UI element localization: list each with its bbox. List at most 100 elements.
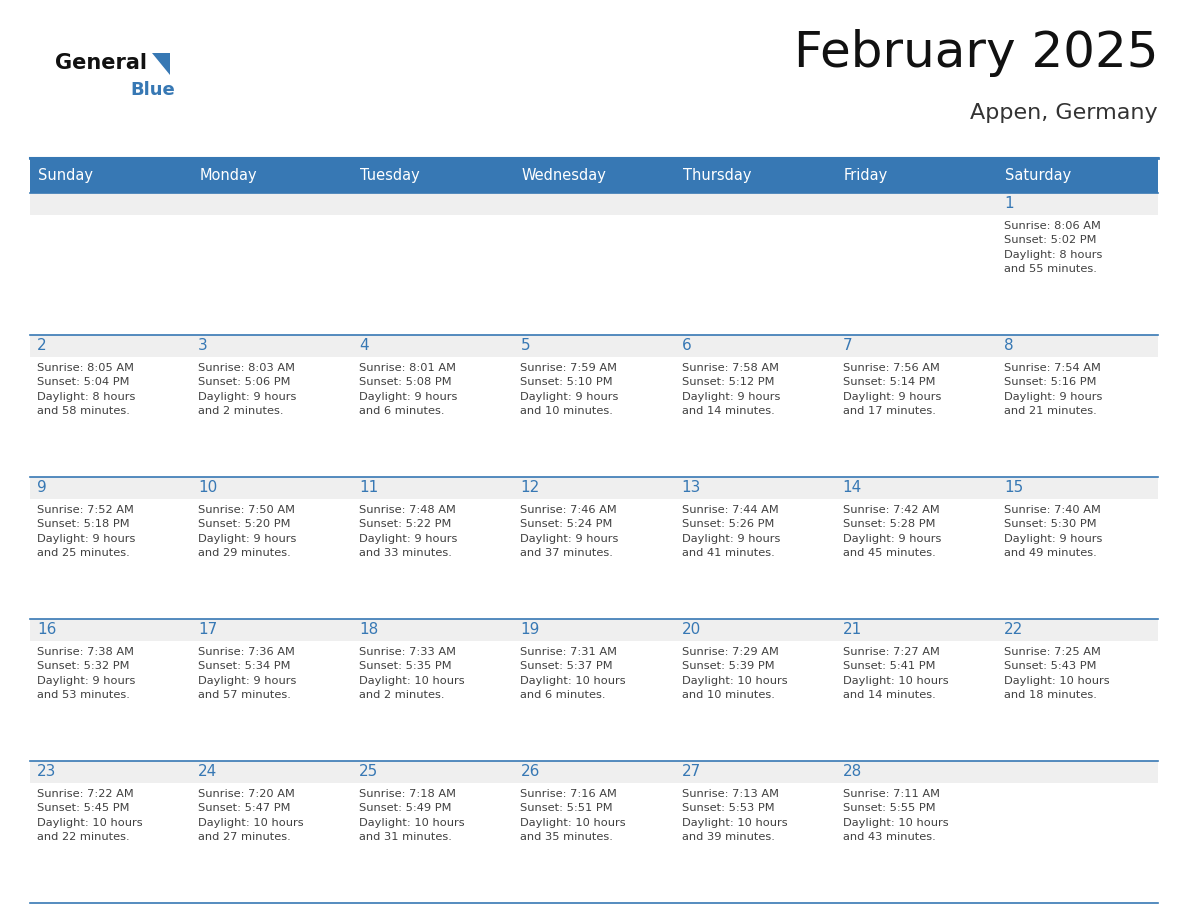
- Text: Sunrise: 7:44 AM
Sunset: 5:26 PM
Daylight: 9 hours
and 41 minutes.: Sunrise: 7:44 AM Sunset: 5:26 PM Dayligh…: [682, 505, 781, 558]
- Text: 4: 4: [359, 339, 369, 353]
- Bar: [675, 783, 835, 903]
- Text: 11: 11: [359, 480, 379, 496]
- Text: 26: 26: [520, 765, 539, 779]
- Bar: [191, 215, 353, 335]
- Bar: [191, 193, 353, 215]
- Bar: [30, 761, 191, 783]
- Bar: [997, 215, 1158, 335]
- Text: 3: 3: [198, 339, 208, 353]
- Bar: [675, 193, 835, 215]
- Text: Sunrise: 7:46 AM
Sunset: 5:24 PM
Daylight: 9 hours
and 37 minutes.: Sunrise: 7:46 AM Sunset: 5:24 PM Dayligh…: [520, 505, 619, 558]
- Bar: [513, 783, 675, 903]
- Bar: [835, 761, 997, 783]
- Bar: [513, 761, 675, 783]
- Text: 14: 14: [842, 480, 862, 496]
- Bar: [513, 477, 675, 499]
- Bar: [835, 641, 997, 761]
- Text: Wednesday: Wednesday: [522, 168, 606, 183]
- Text: 16: 16: [37, 622, 56, 637]
- Bar: [30, 499, 191, 619]
- Bar: [835, 499, 997, 619]
- Text: Sunrise: 7:16 AM
Sunset: 5:51 PM
Daylight: 10 hours
and 35 minutes.: Sunrise: 7:16 AM Sunset: 5:51 PM Dayligh…: [520, 789, 626, 842]
- Bar: [30, 641, 191, 761]
- Text: Sunrise: 7:29 AM
Sunset: 5:39 PM
Daylight: 10 hours
and 10 minutes.: Sunrise: 7:29 AM Sunset: 5:39 PM Dayligh…: [682, 647, 788, 700]
- Text: Sunrise: 7:38 AM
Sunset: 5:32 PM
Daylight: 9 hours
and 53 minutes.: Sunrise: 7:38 AM Sunset: 5:32 PM Dayligh…: [37, 647, 135, 700]
- Text: Sunday: Sunday: [38, 168, 93, 183]
- Text: 20: 20: [682, 622, 701, 637]
- Text: 28: 28: [842, 765, 862, 779]
- Text: 5: 5: [520, 339, 530, 353]
- Text: Sunrise: 7:42 AM
Sunset: 5:28 PM
Daylight: 9 hours
and 45 minutes.: Sunrise: 7:42 AM Sunset: 5:28 PM Dayligh…: [842, 505, 941, 558]
- Bar: [835, 477, 997, 499]
- Text: Sunrise: 7:54 AM
Sunset: 5:16 PM
Daylight: 9 hours
and 21 minutes.: Sunrise: 7:54 AM Sunset: 5:16 PM Dayligh…: [1004, 363, 1102, 416]
- Bar: [997, 783, 1158, 903]
- Text: Sunrise: 7:27 AM
Sunset: 5:41 PM
Daylight: 10 hours
and 14 minutes.: Sunrise: 7:27 AM Sunset: 5:41 PM Dayligh…: [842, 647, 948, 700]
- Bar: [835, 335, 997, 357]
- Bar: [675, 158, 835, 193]
- Bar: [353, 335, 513, 357]
- Text: Sunrise: 8:01 AM
Sunset: 5:08 PM
Daylight: 9 hours
and 6 minutes.: Sunrise: 8:01 AM Sunset: 5:08 PM Dayligh…: [359, 363, 457, 416]
- Bar: [191, 641, 353, 761]
- Bar: [997, 761, 1158, 783]
- Bar: [835, 357, 997, 477]
- Text: 10: 10: [198, 480, 217, 496]
- Bar: [30, 193, 191, 215]
- Bar: [353, 761, 513, 783]
- Bar: [30, 158, 191, 193]
- Text: Sunrise: 7:20 AM
Sunset: 5:47 PM
Daylight: 10 hours
and 27 minutes.: Sunrise: 7:20 AM Sunset: 5:47 PM Dayligh…: [198, 789, 304, 842]
- Text: 22: 22: [1004, 622, 1023, 637]
- Bar: [353, 357, 513, 477]
- Bar: [30, 215, 191, 335]
- Bar: [191, 761, 353, 783]
- Text: General: General: [55, 53, 147, 73]
- Bar: [835, 158, 997, 193]
- Bar: [675, 499, 835, 619]
- Bar: [997, 357, 1158, 477]
- Text: Sunrise: 8:05 AM
Sunset: 5:04 PM
Daylight: 8 hours
and 58 minutes.: Sunrise: 8:05 AM Sunset: 5:04 PM Dayligh…: [37, 363, 135, 416]
- Text: Saturday: Saturday: [1005, 168, 1072, 183]
- Bar: [191, 499, 353, 619]
- Bar: [353, 783, 513, 903]
- Text: Sunrise: 7:50 AM
Sunset: 5:20 PM
Daylight: 9 hours
and 29 minutes.: Sunrise: 7:50 AM Sunset: 5:20 PM Dayligh…: [198, 505, 297, 558]
- Bar: [191, 357, 353, 477]
- Text: 25: 25: [359, 765, 379, 779]
- Bar: [353, 641, 513, 761]
- Text: 7: 7: [842, 339, 852, 353]
- Text: 2: 2: [37, 339, 46, 353]
- Bar: [353, 477, 513, 499]
- Bar: [513, 215, 675, 335]
- Text: 18: 18: [359, 622, 379, 637]
- Bar: [997, 335, 1158, 357]
- Text: 17: 17: [198, 622, 217, 637]
- Bar: [835, 215, 997, 335]
- Text: Sunrise: 7:56 AM
Sunset: 5:14 PM
Daylight: 9 hours
and 17 minutes.: Sunrise: 7:56 AM Sunset: 5:14 PM Dayligh…: [842, 363, 941, 416]
- Text: Sunrise: 7:33 AM
Sunset: 5:35 PM
Daylight: 10 hours
and 2 minutes.: Sunrise: 7:33 AM Sunset: 5:35 PM Dayligh…: [359, 647, 465, 700]
- Bar: [675, 641, 835, 761]
- Bar: [513, 193, 675, 215]
- Text: 8: 8: [1004, 339, 1013, 353]
- Bar: [835, 619, 997, 641]
- Bar: [997, 193, 1158, 215]
- Text: Friday: Friday: [843, 168, 887, 183]
- Text: Sunrise: 7:18 AM
Sunset: 5:49 PM
Daylight: 10 hours
and 31 minutes.: Sunrise: 7:18 AM Sunset: 5:49 PM Dayligh…: [359, 789, 465, 842]
- Text: Sunrise: 8:06 AM
Sunset: 5:02 PM
Daylight: 8 hours
and 55 minutes.: Sunrise: 8:06 AM Sunset: 5:02 PM Dayligh…: [1004, 221, 1102, 274]
- Bar: [513, 335, 675, 357]
- Text: 12: 12: [520, 480, 539, 496]
- Bar: [191, 158, 353, 193]
- Bar: [191, 477, 353, 499]
- Bar: [191, 335, 353, 357]
- Text: 21: 21: [842, 622, 862, 637]
- Bar: [513, 357, 675, 477]
- Text: Sunrise: 7:52 AM
Sunset: 5:18 PM
Daylight: 9 hours
and 25 minutes.: Sunrise: 7:52 AM Sunset: 5:18 PM Dayligh…: [37, 505, 135, 558]
- Bar: [30, 477, 191, 499]
- Text: 19: 19: [520, 622, 539, 637]
- Bar: [353, 215, 513, 335]
- Bar: [675, 761, 835, 783]
- Bar: [675, 477, 835, 499]
- Text: 27: 27: [682, 765, 701, 779]
- Text: 15: 15: [1004, 480, 1023, 496]
- Bar: [30, 335, 191, 357]
- Bar: [191, 619, 353, 641]
- Text: Tuesday: Tuesday: [360, 168, 421, 183]
- Bar: [353, 499, 513, 619]
